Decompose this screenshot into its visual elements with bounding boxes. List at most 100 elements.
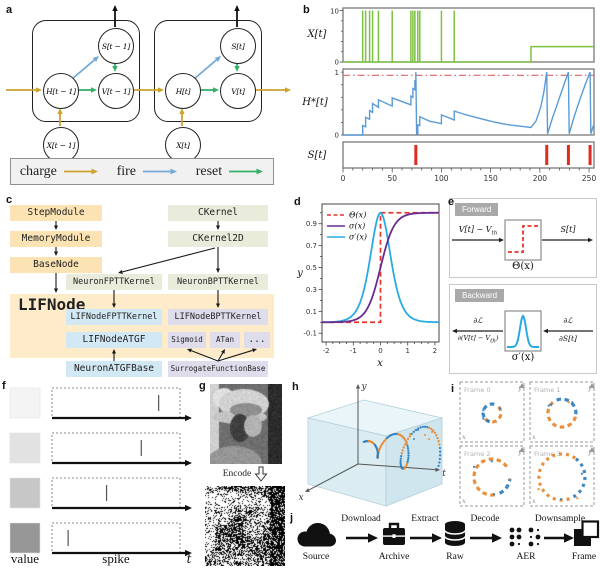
class-box-ckernel2d: CKernel2D	[168, 231, 268, 247]
legend-item-reset: reset	[196, 164, 264, 180]
grad-in-den-p2: )	[495, 334, 499, 342]
class-box-sigmoid: Sigmoid	[168, 332, 206, 348]
svg-text:y: y	[587, 449, 592, 456]
svg-text:0.5: 0.5	[306, 264, 317, 272]
svg-text:1: 1	[405, 347, 409, 355]
svg-text:y: y	[360, 382, 367, 392]
stage-label-frame: Frame	[571, 552, 597, 562]
node-h-cur: H[t]	[165, 73, 201, 109]
svg-text:0.7: 0.7	[306, 242, 317, 250]
panel-label-j: j	[290, 512, 294, 524]
sigma-prime-label: σ′(x)	[511, 352, 535, 363]
svg-text:t: t	[187, 552, 192, 566]
legend-label-fire: fire	[116, 163, 137, 179]
cloud-icon	[297, 523, 336, 547]
aer-dots-icon	[509, 527, 541, 547]
panel-c-class-diagram: LIFNode StepModule MemoryModule BaseNode…	[2, 192, 294, 377]
stage-label-source: Source	[302, 552, 330, 562]
class-box-ckernel: CKernel	[168, 205, 268, 221]
grad-in-denominator: ∂(V[t] − Vth)	[448, 334, 508, 344]
node-h-prev: H[t − 1]	[43, 73, 79, 109]
grad-out-numerator: ∂ℒ	[563, 316, 573, 325]
hollow-down-arrow-icon	[254, 466, 268, 482]
spike-encoded-image	[205, 486, 285, 566]
svg-text:H*[t]: H*[t]	[301, 97, 328, 108]
panel-label-e: e	[448, 196, 455, 208]
fire-arrow-icon	[143, 168, 178, 175]
briefcase-icon	[383, 522, 405, 545]
class-box-more-surrogates: ...	[244, 332, 270, 348]
step-label-extract: Extract	[411, 514, 439, 524]
panel-h-event-cube: y x t	[298, 382, 446, 507]
panel-i-frames: Frame 0 y x Frame 1 y x Frame 2 y x Frame 3 y x	[459, 381, 595, 507]
svg-text:Θ(x): Θ(x)	[349, 211, 366, 220]
svg-text:250: 250	[582, 174, 597, 183]
panel-label-i: i	[451, 383, 455, 395]
svg-text:y: y	[517, 449, 522, 456]
backward-badge: Backward	[455, 289, 505, 302]
panel-e-forward-backward: Forward Backward V[t] − Vth S[t] Θ(x) ∂ℒ…	[448, 192, 598, 376]
svg-text:x: x	[462, 498, 466, 505]
forward-input-main: V[t] − V	[458, 225, 492, 234]
stage-label-raw: Raw	[446, 552, 464, 562]
legend-label-reset: reset	[195, 163, 223, 179]
arrow-right-icon	[470, 533, 502, 543]
forward-input-sub: th	[491, 230, 498, 237]
legend-label-charge: charge	[19, 163, 57, 179]
class-box-memorymodule: MemoryModule	[10, 231, 102, 247]
panel-g-image-encoding: Encode	[196, 378, 294, 570]
reset-arrow-icon	[229, 168, 264, 175]
arrow-legend: charge fire reset	[10, 158, 274, 185]
class-box-lifnodeatgf: LIFNodeATGF	[66, 332, 162, 348]
step-label-downsample: Downsample	[534, 514, 586, 524]
panel-f-latency-encoding: value spike t	[9, 387, 192, 566]
panel-label-h: h	[292, 381, 299, 393]
class-box-lifnodebpttkernel: LIFNodeBPTTKernel	[168, 309, 268, 325]
arrow-right-icon	[346, 533, 378, 543]
panel-label-b: b	[303, 4, 310, 16]
svg-text:2: 2	[433, 347, 437, 355]
charge-arrow-icon	[63, 168, 98, 175]
class-box-basenode: BaseNode	[10, 257, 102, 273]
grad-in-den-p1: ∂(V[t] − V	[457, 334, 491, 342]
svg-text:0: 0	[335, 59, 339, 67]
svg-text:Frame 2: Frame 2	[464, 450, 490, 458]
svg-text:x: x	[532, 434, 536, 441]
encode-row: Encode	[198, 466, 292, 482]
class-box-neuronfpttkernel: NeuronFPTTKernel	[66, 274, 162, 290]
original-image	[210, 384, 282, 464]
class-box-lifnodefpttkernel: LIFNodeFPTTKernel	[66, 309, 162, 325]
node-s-cur: S[t]	[220, 28, 256, 64]
svg-text:x: x	[298, 493, 303, 503]
svg-text:0.9: 0.9	[306, 220, 317, 228]
svg-text:y: y	[517, 385, 522, 392]
svg-text:10: 10	[330, 8, 339, 16]
panel-label-a: a	[6, 4, 13, 16]
svg-text:-0.1: -0.1	[303, 330, 317, 338]
stage-label-aer: AER	[516, 552, 536, 562]
class-box-neuronbpttkernel: NeuronBPTTKernel	[168, 274, 268, 290]
svg-text:X[t]: X[t]	[307, 29, 327, 40]
node-x-prev: X[t − 1]	[43, 127, 79, 163]
panel-a-neuron-dynamics: S[t − 1] H[t − 1] V[t − 1] X[t − 1] S[t]…	[2, 2, 294, 190]
grad-in-numerator: ∂ℒ	[473, 316, 483, 325]
svg-text:S[t]: S[t]	[308, 150, 327, 161]
node-v-cur: V[t]	[220, 73, 256, 109]
legend-item-charge: charge	[20, 164, 99, 180]
panel-j-pipeline: Source Download Archive Extract Raw Deco…	[288, 512, 600, 570]
panel-b-spike-traces: 0 10 X[t] 0 1 H*[t] S[t] 0 50 100 150 200 250	[301, 7, 597, 183]
svg-text:50: 50	[387, 174, 397, 183]
class-box-surrogatefunctionbase: SurrogateFunctionBase	[168, 361, 268, 377]
panel-label-f: f	[2, 380, 6, 392]
grad-in-den-sub: th	[490, 338, 496, 345]
class-box-atan: ATan	[210, 332, 240, 348]
svg-text:-1: -1	[350, 347, 357, 355]
svg-text:t: t	[442, 469, 446, 479]
svg-text:0: 0	[341, 174, 346, 183]
svg-text:y: y	[587, 385, 592, 392]
panel-label-g: g	[199, 380, 206, 392]
svg-text:x: x	[532, 498, 536, 505]
node-v-prev: V[t − 1]	[98, 73, 134, 109]
svg-text:0: 0	[378, 347, 382, 355]
timestep-box-cur	[154, 20, 262, 122]
